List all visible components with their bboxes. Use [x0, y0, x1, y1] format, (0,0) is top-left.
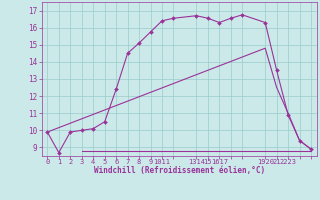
X-axis label: Windchill (Refroidissement éolien,°C): Windchill (Refroidissement éolien,°C) [94, 166, 265, 175]
